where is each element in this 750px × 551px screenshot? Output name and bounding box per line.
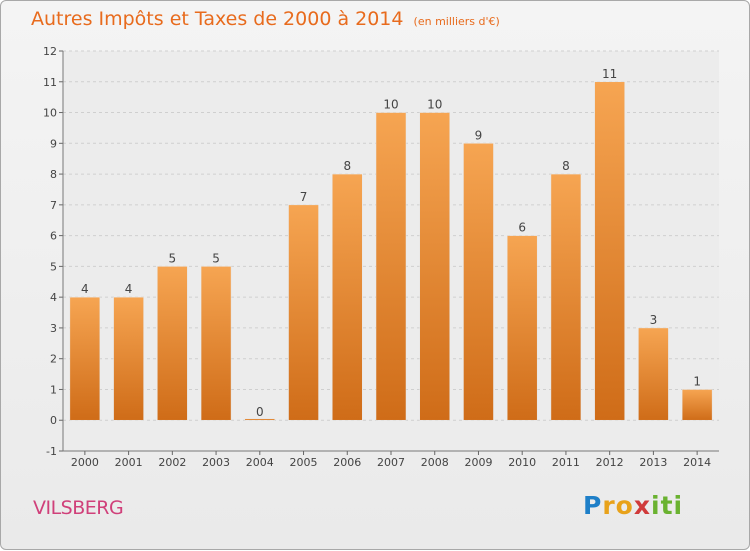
x-tick-label: 2006 xyxy=(333,456,361,469)
logo-letter: P xyxy=(583,491,603,520)
y-tick-label: 1 xyxy=(50,383,57,396)
bar xyxy=(638,327,669,421)
bar xyxy=(69,296,101,421)
data-label: 4 xyxy=(125,282,133,296)
proxiti-logo: Proxiti xyxy=(583,491,683,520)
bar xyxy=(463,143,494,421)
y-tick-label: 2 xyxy=(50,353,57,366)
x-tick-label: 2007 xyxy=(377,456,405,469)
x-tick-label: 2003 xyxy=(202,456,230,469)
x-tick-label: 2010 xyxy=(508,456,536,469)
bar xyxy=(419,112,450,421)
data-label: 8 xyxy=(343,159,351,173)
place-name: VILSBERG xyxy=(33,497,124,519)
y-tick-label: 3 xyxy=(50,322,57,335)
x-tick-label: 2001 xyxy=(115,456,143,469)
bar xyxy=(375,112,407,421)
bar xyxy=(288,204,319,421)
x-tick-label: 2008 xyxy=(421,456,449,469)
data-label: 3 xyxy=(650,313,658,327)
data-label: 1 xyxy=(693,374,701,388)
x-tick-label: 2005 xyxy=(290,456,318,469)
logo-letter: i xyxy=(651,491,661,520)
logo-letter: r xyxy=(602,491,616,520)
y-tick-label: 8 xyxy=(50,168,57,181)
x-tick-label: 2000 xyxy=(71,456,99,469)
x-tick-label: 2002 xyxy=(158,456,186,469)
chart-title-text: Autres Impôts et Taxes de 2000 à 2014 xyxy=(31,8,404,30)
y-tick-label: 6 xyxy=(50,230,57,243)
logo-letter: t xyxy=(660,491,674,520)
y-tick-label: 12 xyxy=(43,45,57,58)
y-tick-label: 7 xyxy=(50,199,57,212)
x-tick-label: 2011 xyxy=(552,456,580,469)
x-tick-label: 2004 xyxy=(246,456,274,469)
logo-letter: i xyxy=(673,491,684,520)
data-label: 6 xyxy=(518,221,526,235)
bar xyxy=(681,389,713,421)
bar xyxy=(244,418,276,421)
y-tick-label: 11 xyxy=(43,76,57,89)
data-label: 11 xyxy=(602,67,617,81)
logo-letter: o xyxy=(615,491,634,520)
bar xyxy=(550,173,582,421)
data-label: 10 xyxy=(427,98,442,112)
x-tick-label: 2012 xyxy=(596,456,624,469)
data-label: 9 xyxy=(475,128,483,142)
data-label: 7 xyxy=(300,190,308,204)
chart-title: Autres Impôts et Taxes de 2000 à 2014 (e… xyxy=(31,8,500,30)
data-label: 8 xyxy=(562,159,570,173)
data-label: 4 xyxy=(81,282,89,296)
y-tick-label: 0 xyxy=(50,414,57,427)
bar xyxy=(157,266,188,421)
bar xyxy=(332,173,363,421)
y-tick-label: 9 xyxy=(50,137,57,150)
bar xyxy=(113,296,144,421)
x-tick-label: 2014 xyxy=(683,456,711,469)
data-label: 0 xyxy=(256,405,264,419)
chart-unit: (en milliers d'€) xyxy=(413,15,500,28)
data-label: 5 xyxy=(169,251,177,265)
bar xyxy=(506,235,538,421)
logo-letter: x xyxy=(633,491,651,520)
bar xyxy=(200,266,232,421)
x-tick-label: 2013 xyxy=(639,456,667,469)
y-tick-label: 10 xyxy=(43,107,57,120)
data-label: 10 xyxy=(383,98,398,112)
x-tick-label: 2009 xyxy=(464,456,492,469)
y-tick-label: 4 xyxy=(50,291,57,304)
data-label: 5 xyxy=(212,251,220,265)
y-tick-label: -1 xyxy=(46,445,57,458)
y-tick-label: 5 xyxy=(50,260,57,273)
bar xyxy=(594,81,625,421)
